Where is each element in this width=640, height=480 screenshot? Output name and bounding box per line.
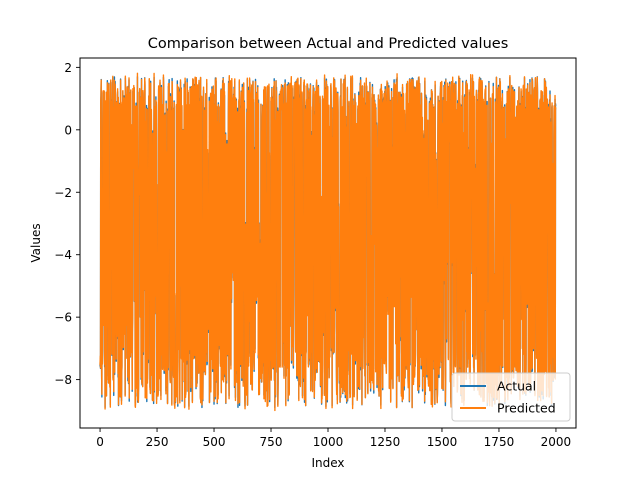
- x-tick-label: 1000: [313, 435, 344, 449]
- x-axis-label: Index: [311, 456, 344, 470]
- y-tick-label: 2: [64, 61, 72, 75]
- y-tick-label: 0: [64, 123, 72, 137]
- x-tick-label: 750: [260, 435, 283, 449]
- y-tick-label: −6: [54, 311, 72, 325]
- y-axis-label: Values: [29, 223, 43, 262]
- y-axis: −8 −6 −4 −2 0 2: [54, 61, 80, 387]
- x-tick-label: 0: [96, 435, 104, 449]
- legend-label-predicted: Predicted: [497, 401, 556, 416]
- plot-area: [99, 72, 557, 412]
- series-line-predicted: [99, 72, 557, 412]
- y-tick-label: −2: [54, 186, 72, 200]
- x-tick-label: 1750: [484, 435, 515, 449]
- y-tick-label: −8: [54, 373, 72, 387]
- x-tick-label: 250: [146, 435, 169, 449]
- legend: Actual Predicted: [451, 372, 571, 422]
- x-axis: 0 250 500 750 1000 1250 1500 1750 2000: [96, 428, 571, 449]
- legend-label-actual: Actual: [497, 379, 536, 394]
- x-tick-label: 500: [203, 435, 226, 449]
- x-tick-label: 1250: [370, 435, 401, 449]
- x-tick-label: 1500: [427, 435, 458, 449]
- y-tick-label: −4: [54, 248, 72, 262]
- series-layer: [99, 72, 557, 412]
- chart-title: Comparison between Actual and Predicted …: [148, 36, 509, 52]
- x-tick-label: 2000: [541, 435, 572, 449]
